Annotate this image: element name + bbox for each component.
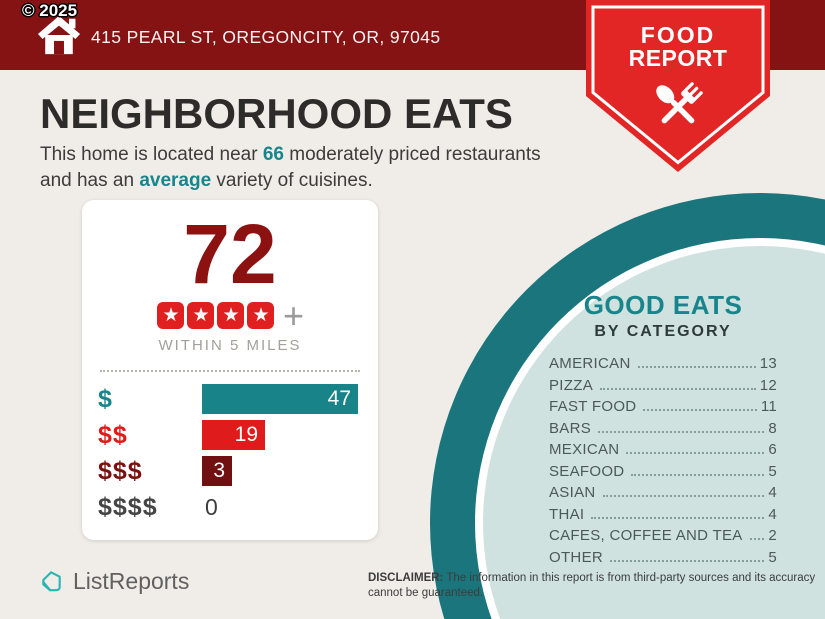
badge-title: FOOD REPORT [586, 24, 770, 70]
price-row: $47 [98, 384, 362, 414]
price-tier-label: $ [98, 384, 113, 413]
intro-part2: moderately priced restaurants and has an [40, 144, 541, 191]
category-value: 2 [768, 527, 777, 544]
star-icon: ★ [247, 301, 275, 329]
star-icon: ★ [217, 301, 245, 329]
category-value: 6 [768, 441, 777, 458]
price-tier-label: $$$$ [98, 492, 158, 521]
disclaimer-text: The information in this report is from t… [368, 572, 816, 599]
category-value: 13 [759, 355, 777, 372]
price-row: $$ 19 [98, 420, 362, 450]
price-tier-label: $$ [98, 420, 128, 449]
category-row: AMERICAN 13 [549, 355, 777, 377]
badge-title-line2: REPORT [628, 45, 728, 71]
dots-leader [637, 366, 756, 368]
intro-part1: This home is located near [40, 144, 263, 165]
category-value: 12 [759, 376, 777, 394]
good-eats-subtitle: BY CATEGORY [594, 323, 732, 340]
price-bar-chart: $47 $$ 19 $$$ 3 $$$$ 0 [98, 384, 362, 522]
category-row: OTHER 5 [549, 549, 777, 571]
star-icon: ★ [187, 301, 215, 329]
disclaimer: DISCLAIMER: The information in this repo… [368, 571, 820, 600]
category-row: CAFES, COFFEE AND TEA 2 [549, 527, 777, 549]
restaurant-count: 72 [183, 207, 277, 301]
dots-leader [602, 495, 765, 497]
category-name: BARS [549, 419, 592, 437]
category-name: PIZZA [549, 376, 594, 394]
category-row: ASIAN 4 [549, 484, 777, 506]
category-name: AMERICAN [549, 355, 631, 372]
food-report-badge: FOOD REPORT [586, 0, 770, 176]
dots-leader [631, 473, 765, 476]
within-caption: WITHIN 5 MILES [158, 337, 302, 354]
category-value: 4 [768, 484, 777, 501]
dots-leader [600, 387, 756, 390]
summary-card: 72 ★ ★ ★ ★ + WITHIN 5 MILES $47 $$ 19 $$$ 3 $$$$ 0 [82, 200, 378, 540]
utensils-icon [656, 82, 703, 124]
price-bar: 19 [202, 420, 265, 450]
dots-leader [591, 516, 765, 519]
rating-stars: ★ ★ ★ ★ + [98, 294, 362, 336]
category-name: FAST FOOD [549, 398, 637, 415]
category-name: THAI [549, 505, 585, 523]
listreports-logo-icon [42, 571, 61, 592]
copyright-text: © 2025 [22, 1, 78, 20]
category-row: SEAFOOD 5 [549, 463, 777, 485]
variety-highlight: average [139, 170, 212, 191]
intro-part3: variety of cuisines. [211, 170, 373, 191]
price-bar: 47 [202, 384, 358, 414]
dotted-divider [100, 370, 360, 372]
category-value: 4 [768, 505, 777, 523]
category-list: AMERICAN 13 PIZZA 12 FAST FOOD 11 BARS 8 MEXICAN… [549, 355, 777, 570]
category-row: BARS 8 [549, 420, 777, 442]
footer-brand: ListReports [38, 568, 189, 595]
badge-title-line1: FOOD [640, 22, 716, 48]
category-value: 5 [768, 548, 777, 566]
home-icon [37, 15, 81, 55]
price-zero-value: 0 [205, 493, 218, 520]
price-tier-label: $$$ [98, 456, 143, 485]
brand-name: ListReports [73, 568, 190, 594]
plus-icon: + [282, 294, 305, 336]
category-value: 5 [768, 462, 777, 480]
intro-sentence: This home is located near 66 moderately … [40, 142, 575, 194]
restaurant-count-highlight: 66 [262, 144, 284, 165]
dots-leader [643, 409, 757, 411]
price-row: $$$ 3 [98, 456, 362, 486]
category-value: 8 [768, 419, 777, 437]
dots-leader [626, 452, 765, 454]
page-title: NEIGHBORHOOD EATS [40, 90, 513, 137]
badge-shape-icon [586, 0, 770, 172]
category-name: SEAFOOD [549, 462, 625, 480]
category-name: OTHER [549, 548, 603, 566]
category-name: CAFES, COFFEE AND TEA [549, 527, 743, 544]
dots-leader [610, 559, 765, 562]
category-name: ASIAN [549, 484, 596, 501]
category-row: PIZZA 12 [549, 377, 777, 399]
price-bar: 3 [202, 456, 232, 486]
price-row: $$$$ 0 [98, 492, 362, 522]
category-row: MEXICAN 6 [549, 441, 777, 463]
disclaimer-label: DISCLAIMER: [368, 572, 444, 584]
dots-leader [598, 430, 765, 433]
dots-leader [749, 538, 765, 540]
category-row: FAST FOOD 11 [549, 398, 777, 420]
category-name: MEXICAN [549, 441, 620, 458]
category-row: THAI 4 [549, 506, 777, 528]
good-eats-panel: GOOD EATS BY CATEGORY AMERICAN 13 PIZZA 12 F… [549, 290, 777, 570]
good-eats-title: GOOD EATS [583, 290, 743, 320]
category-value: 11 [760, 398, 777, 415]
star-icon: ★ [157, 301, 185, 329]
property-address: 415 PEARL ST, OREGONCITY, OR, 97045 [91, 27, 441, 47]
